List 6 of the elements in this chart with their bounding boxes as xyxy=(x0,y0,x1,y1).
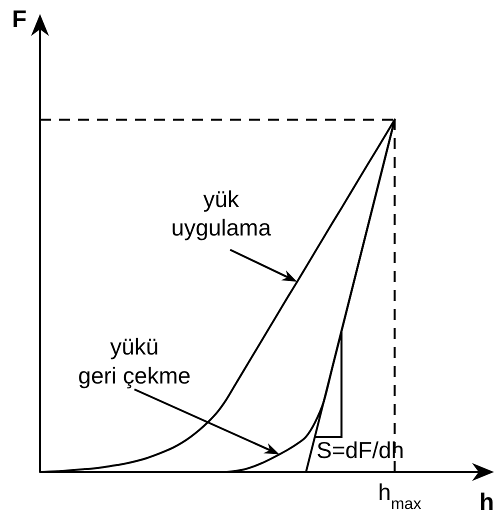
text: h$_{max}$ xyxy=(378,479,422,513)
annotation: yük uygulama xyxy=(171,186,272,241)
y-axis-title: F xyxy=(12,6,27,33)
annotation: yükü geri çekme xyxy=(78,333,191,388)
x-axis-title: h xyxy=(479,489,494,514)
annotation: S=dF/dh xyxy=(316,437,404,463)
